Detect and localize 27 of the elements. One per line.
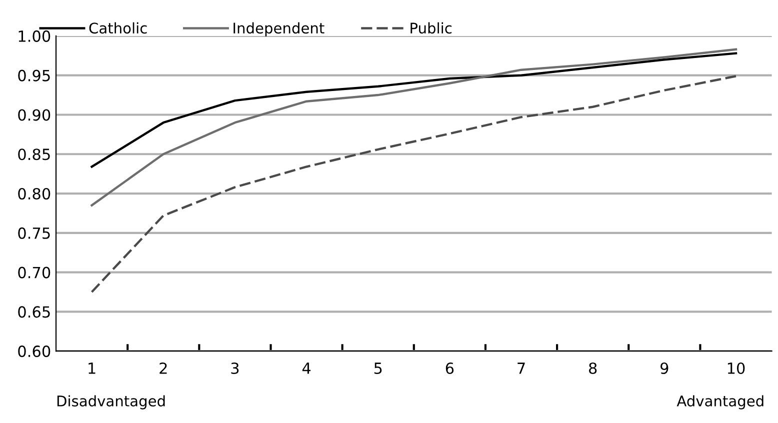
text: Disadvantaged	[57, 395, 165, 410]
x-tick-label: 4	[302, 362, 311, 374]
text: Advantaged	[676, 395, 764, 410]
line-series	[90, 52, 738, 168]
legend-label: Independent	[234, 22, 324, 36]
x-tick-label: 2	[160, 362, 167, 374]
line-series	[90, 48, 738, 206]
x-tick-label: 7	[518, 362, 525, 374]
y-tick-label: 0.95	[18, 70, 50, 82]
y-tick-label: 0.85	[18, 148, 50, 160]
x-tick-label: 8	[589, 362, 597, 374]
legend-label: Public	[410, 22, 452, 34]
x-tick-label: 10	[728, 362, 745, 374]
x-tick-label: 6	[446, 362, 454, 374]
x-tick-label: 1	[88, 362, 96, 374]
x-tick-label: 9	[660, 362, 668, 374]
y-tick-label: 0.75	[18, 227, 50, 239]
x-tick-label: 5	[374, 362, 382, 374]
y-tick-label: 0.80	[18, 188, 50, 200]
y-tick-label: 0.60	[18, 346, 50, 358]
legend-label: Catholic	[89, 22, 147, 34]
y-tick-label: 0.65	[18, 306, 50, 318]
x-tick-label: 3	[231, 362, 239, 374]
y-tick-label: 0.70	[18, 266, 50, 278]
y-tick-label: 0.90	[18, 109, 50, 121]
line-series	[90, 75, 738, 294]
y-tick-label: 1.00	[18, 30, 50, 42]
